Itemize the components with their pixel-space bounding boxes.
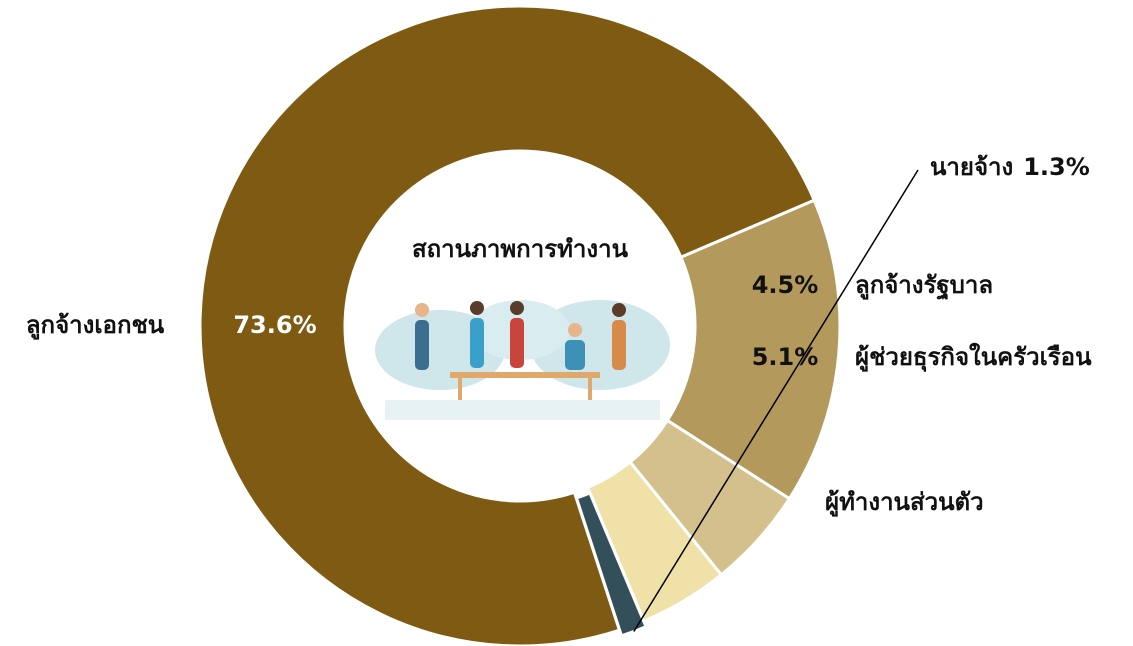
chart-title: สถานภาพการทำงาน [412,235,629,263]
category-label: นายจ้าง [930,153,1013,181]
callout-label: นายจ้าง 1.3% [930,153,1090,181]
page: {"chart_data": {"type": "donut", "title"… [0,0,1133,646]
illustration [375,300,670,420]
category-label: ลูกจ้างรัฐบาล [855,271,993,301]
category-label: ลูกจ้างเอกชน [26,311,165,340]
value-label: 1.3% [1023,153,1090,181]
chart: ลูกจ้างเอกชน73.6%ผู้ทำงานส่วนตัว15.5%ผู้… [0,0,1133,646]
value-label: 73.6% [233,311,316,339]
category-label: ผู้ช่วยธุรกิจในครัวเรือน [855,342,1092,373]
value-label: 4.5% [752,271,819,299]
category-label: ผู้ทำงานส่วนตัว [825,488,984,517]
